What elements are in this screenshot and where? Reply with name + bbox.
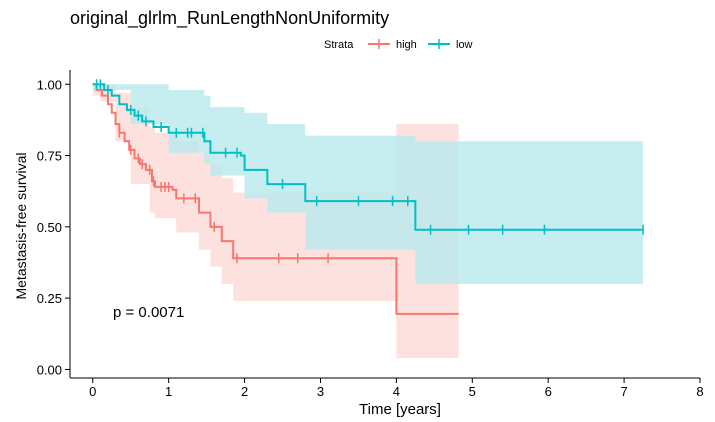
survival-line-high: [92, 83, 459, 315]
y-tick-label: 0.75: [37, 149, 62, 164]
y-tick-label: 0.00: [37, 362, 62, 377]
confidence-bands: [92, 84, 644, 359]
x-tick-label: 8: [696, 384, 703, 399]
y-axis-label: Metastasis-free survival: [13, 152, 29, 299]
axes: 0 1 2 3 4 5 6 7 8 0.00 0.25 0.50 0.75 1.00: [37, 70, 704, 399]
y-tick-label: 1.00: [37, 77, 62, 92]
legend-title: Strata: [324, 39, 354, 51]
y-tick-label: 0.50: [37, 220, 62, 235]
x-tick-label: 2: [241, 384, 248, 399]
x-axis-label: Time [years]: [359, 401, 441, 418]
legend: Strata high low: [324, 39, 473, 51]
legend-label-high: high: [396, 39, 417, 51]
x-tick-label: 6: [545, 384, 552, 399]
x-tick-label: 3: [317, 384, 324, 399]
legend-label-low: low: [456, 39, 473, 51]
x-tick-label: 5: [469, 384, 476, 399]
x-tick-label: 1: [165, 384, 172, 399]
survival-curves: [92, 79, 644, 315]
y-tick-label: 0.25: [37, 291, 62, 306]
ci-band-low: [92, 84, 644, 284]
p-value-annotation: p = 0.0071: [113, 304, 184, 321]
x-tick-label: 0: [89, 384, 96, 399]
x-tick-label: 7: [620, 384, 627, 399]
chart-title: original_glrlm_RunLengthNonUniformity: [70, 8, 389, 29]
survival-line-low: [92, 83, 644, 231]
x-tick-label: 4: [393, 384, 400, 399]
